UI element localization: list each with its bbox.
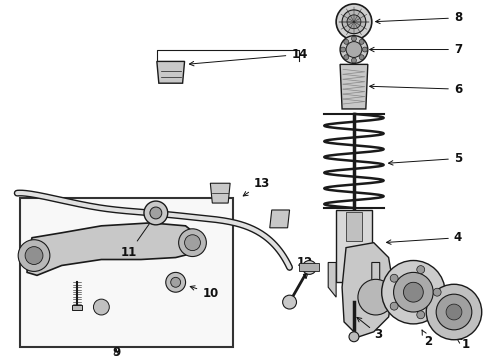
Polygon shape [157,62,185,83]
Text: 3: 3 [357,318,383,341]
Circle shape [283,295,296,309]
Bar [336,210,372,282]
Text: 14: 14 [190,48,308,66]
Circle shape [25,247,43,265]
Text: 11: 11 [121,219,153,259]
Bar [72,305,81,310]
Circle shape [426,284,482,340]
Text: 2: 2 [422,330,432,348]
Circle shape [349,332,359,342]
Circle shape [433,288,441,296]
Text: 6: 6 [369,83,462,96]
Circle shape [382,261,445,324]
Text: 12: 12 [296,256,313,278]
Circle shape [171,277,181,287]
Circle shape [302,261,317,274]
Circle shape [344,39,349,44]
Polygon shape [210,183,230,203]
Polygon shape [372,262,380,297]
Circle shape [166,273,186,292]
Circle shape [436,294,472,330]
Polygon shape [340,64,368,109]
Circle shape [417,311,425,319]
Circle shape [185,235,200,251]
Circle shape [393,273,433,312]
Bar [346,212,362,241]
Circle shape [359,39,364,44]
Circle shape [344,55,349,60]
Text: 8: 8 [376,11,462,24]
Circle shape [347,15,361,29]
Circle shape [359,55,364,60]
Circle shape [144,201,168,225]
Text: 4: 4 [387,231,462,244]
Circle shape [351,36,356,41]
Text: 10: 10 [190,286,219,300]
Bar [20,198,233,347]
Text: 9: 9 [112,346,121,359]
Bar [299,264,319,271]
Circle shape [179,229,206,257]
Circle shape [351,58,356,63]
Circle shape [346,42,362,58]
Circle shape [94,299,109,315]
Circle shape [336,4,372,40]
Circle shape [358,279,393,315]
Polygon shape [342,243,393,337]
Circle shape [390,302,398,310]
Polygon shape [270,210,290,228]
Polygon shape [328,262,336,297]
Circle shape [342,10,366,34]
Text: 7: 7 [370,43,462,56]
Text: 13: 13 [243,177,270,196]
Circle shape [417,266,425,274]
Circle shape [340,36,368,63]
Circle shape [403,282,423,302]
Circle shape [150,207,162,219]
Circle shape [363,47,368,52]
Circle shape [341,47,345,52]
Circle shape [390,274,398,282]
Polygon shape [27,223,200,275]
Text: 5: 5 [389,152,462,165]
Text: 1: 1 [457,338,470,351]
Circle shape [446,304,462,320]
Circle shape [18,240,50,271]
